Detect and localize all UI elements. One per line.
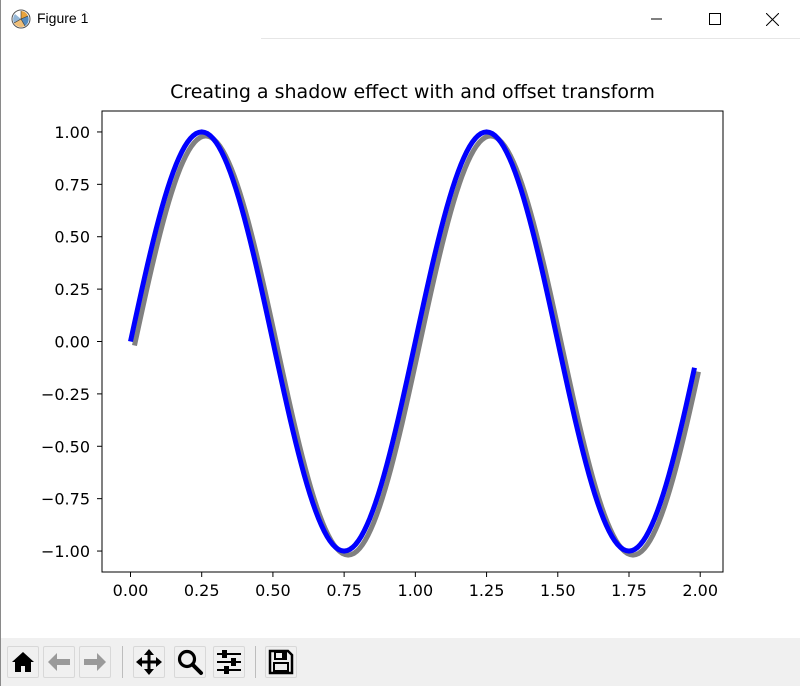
- x-tick-label: 1.25: [469, 581, 505, 600]
- title-bar-divider: [261, 38, 800, 39]
- x-tick-label: 2.00: [682, 581, 718, 600]
- y-tick-label: −1.00: [41, 542, 90, 561]
- toolbar-separator: [255, 646, 256, 678]
- line-layer: [128, 129, 697, 554]
- maximize-button[interactable]: [686, 0, 744, 38]
- y-tick-label: 0.00: [54, 333, 90, 352]
- minimize-icon: [651, 18, 662, 20]
- x-tick-label: 0.50: [255, 581, 291, 600]
- axes-frame: [101, 110, 724, 573]
- pan-button[interactable]: [133, 646, 165, 678]
- y-axis: 1.00 0.75 0.50 0.25 0.00 −0.25 −0.50 −0.75 −1.00: [41, 123, 102, 561]
- home-button[interactable]: [7, 646, 39, 678]
- minimize-button[interactable]: [628, 0, 686, 38]
- close-icon: [765, 12, 779, 26]
- maximize-icon: [709, 13, 721, 25]
- plot-area[interactable]: Creating a shadow effect with and offset…: [1, 40, 800, 636]
- floppy-disk-icon: [268, 649, 294, 675]
- sine-series-line: [128, 129, 697, 554]
- x-tick-label: 0.00: [113, 581, 149, 600]
- navigation-toolbar: [1, 638, 800, 686]
- y-tick-label: 1.00: [54, 123, 90, 142]
- forward-button[interactable]: [79, 646, 111, 678]
- x-tick-label: 1.75: [611, 581, 647, 600]
- figure-canvas[interactable]: Creating a shadow effect with and offset…: [1, 40, 800, 636]
- x-tick-label: 1.50: [540, 581, 576, 600]
- magnifier-icon: [177, 649, 203, 675]
- x-tick-label: 0.25: [184, 581, 220, 600]
- y-tick-label: 0.50: [54, 228, 90, 247]
- x-axis: 0.00 0.25 0.50 0.75 1.00 1.25 1.50 1.75 2.00: [113, 572, 718, 600]
- move-icon: [136, 649, 162, 675]
- zoom-button[interactable]: [174, 646, 206, 678]
- chart-title: Creating a shadow effect with and offset…: [170, 81, 655, 103]
- close-button[interactable]: [743, 0, 800, 38]
- sliders-icon: [217, 650, 241, 674]
- save-button[interactable]: [265, 646, 297, 678]
- x-tick-label: 0.75: [326, 581, 362, 600]
- title-bar: Figure 1: [1, 0, 800, 39]
- x-tick-label: 1.00: [398, 581, 434, 600]
- matplotlib-logo-icon: [11, 9, 31, 29]
- home-icon: [12, 652, 34, 672]
- y-tick-label: −0.50: [41, 437, 90, 456]
- y-tick-label: −0.25: [41, 385, 90, 404]
- arrow-right-icon: [84, 653, 106, 671]
- y-tick-label: −0.75: [41, 490, 90, 509]
- y-tick-label: 0.75: [54, 175, 90, 194]
- toolbar-separator: [122, 646, 123, 678]
- configure-subplots-button[interactable]: [213, 646, 245, 678]
- back-button[interactable]: [43, 646, 75, 678]
- window-title: Figure 1: [37, 10, 89, 26]
- y-tick-label: 0.25: [54, 280, 90, 299]
- arrow-left-icon: [48, 653, 70, 671]
